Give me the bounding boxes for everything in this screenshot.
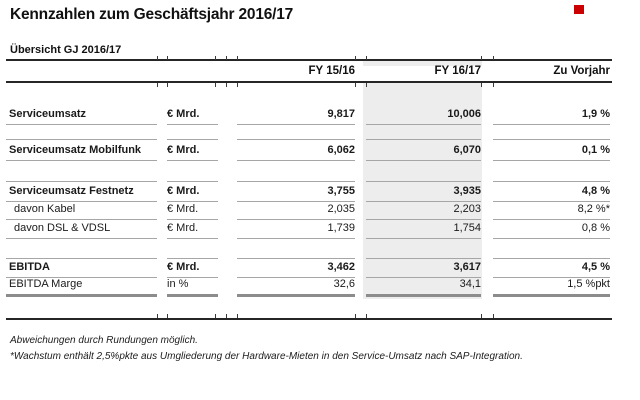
brand-accent-square: [574, 5, 584, 14]
row-label-cell: davon DSL & VDSL: [6, 220, 157, 239]
boundary-tick: [237, 314, 238, 318]
boundary-tick: [366, 314, 367, 318]
column-header-fy1516: FY 15/16: [308, 65, 355, 77]
highlight-column-top-strip: [363, 61, 482, 66]
row-fy1617-cell: 34,1: [366, 278, 481, 297]
footnotes: Abweichungen durch Rundungen möglich. *W…: [10, 333, 523, 365]
row-vs-vorjahr-cell: 4,5 %: [493, 258, 610, 278]
footnote-growth-note: *Wachstum enthält 2,5%pkte aus Umglieder…: [10, 351, 523, 362]
row-label-cell: EBITDA: [6, 258, 157, 278]
row-fy1617-cell: 1,754: [366, 220, 481, 239]
boundary-tick: [355, 55, 356, 60]
boundary-tick: [226, 55, 227, 60]
boundary-tick: [481, 82, 482, 87]
footnote-rounding: Abweichungen durch Rundungen möglich.: [10, 335, 198, 346]
row-fy1617-cell: 2,203: [366, 202, 481, 220]
section-label: Übersicht GJ 2016/17: [10, 44, 122, 56]
boundary-tick: [226, 314, 227, 318]
table-row: Serviceumsatz Mobilfunk € Mrd. 6,062 6,070 0…: [0, 139, 640, 161]
header-bottom-border: [6, 81, 612, 83]
boundary-tick: [493, 82, 494, 87]
boundary-tick: [366, 55, 367, 60]
row-unit-cell: € Mrd.: [167, 181, 218, 202]
row-fy1516-cell: 32,6: [237, 278, 355, 297]
table-row: davon Kabel € Mrd. 2,035 2,203 8,2 %*: [0, 202, 640, 220]
row-vs-vorjahr-cell: 8,2 %*: [493, 202, 610, 220]
boundary-tick: [493, 314, 494, 318]
boundary-tick: [481, 55, 482, 60]
boundary-tick: [226, 82, 227, 87]
boundary-tick: [215, 314, 216, 318]
row-label-cell: Serviceumsatz Mobilfunk: [6, 139, 157, 161]
boundary-tick: [167, 314, 168, 318]
page-title: Kennzahlen zum Geschäftsjahr 2016/17: [10, 6, 294, 23]
table-bottom-border: [6, 318, 612, 320]
boundary-tick: [355, 82, 356, 87]
row-vs-vorjahr-cell: 0,1 %: [493, 139, 610, 161]
row-unit-cell: € Mrd.: [167, 100, 218, 125]
row-fy1516-cell: 2,035: [237, 202, 355, 220]
boundary-tick: [167, 82, 168, 87]
row-unit-cell: € Mrd.: [167, 202, 218, 220]
row-label-cell: Serviceumsatz: [6, 100, 157, 125]
boundary-tick: [157, 314, 158, 318]
row-unit-cell: € Mrd.: [167, 139, 218, 161]
table-row: EBITDA € Mrd. 3,462 3,617 4,5 %: [0, 258, 640, 278]
row-unit-cell: € Mrd.: [167, 220, 218, 239]
row-fy1617-cell: 3,935: [366, 181, 481, 202]
table-row: davon DSL & VDSL € Mrd. 1,739 1,754 0,8 %: [0, 220, 640, 239]
row-vs-vorjahr-cell: 1,9 %: [493, 100, 610, 125]
boundary-tick: [237, 82, 238, 87]
row-label-cell: davon Kabel: [6, 202, 157, 220]
boundary-tick: [493, 55, 494, 60]
row-label-cell: Serviceumsatz Festnetz: [6, 181, 157, 202]
row-fy1516-cell: 6,062: [237, 139, 355, 161]
boundary-tick: [481, 314, 482, 318]
highlight-column-background: [363, 83, 482, 299]
boundary-tick: [237, 55, 238, 60]
row-fy1516-cell: 3,755: [237, 181, 355, 202]
row-unit-cell: € Mrd.: [167, 258, 218, 278]
boundary-tick: [157, 82, 158, 87]
row-fy1516-cell: 3,462: [237, 258, 355, 278]
row-vs-vorjahr-cell: 1,5 %pkt: [493, 278, 610, 297]
row-fy1617-cell: 10,006: [366, 100, 481, 125]
column-header-zu-vorjahr: Zu Vorjahr: [553, 65, 610, 77]
boundary-tick: [157, 55, 158, 60]
table-top-border: [6, 59, 612, 61]
boundary-tick: [366, 82, 367, 87]
table-row: EBITDA Marge in % 32,6 34,1 1,5 %pkt: [0, 278, 640, 297]
row-fy1617-cell: 6,070: [366, 139, 481, 161]
row-vs-vorjahr-cell: 4,8 %: [493, 181, 610, 202]
column-header-fy1617: FY 16/17: [434, 65, 481, 77]
row-fy1516-cell: 1,739: [237, 220, 355, 239]
row-fy1617-cell: 3,617: [366, 258, 481, 278]
boundary-tick: [215, 55, 216, 60]
boundary-tick: [215, 82, 216, 87]
boundary-tick: [355, 314, 356, 318]
table-row: Serviceumsatz Festnetz € Mrd. 3,755 3,935 4,…: [0, 181, 640, 202]
boundary-tick: [167, 55, 168, 60]
row-label-cell: EBITDA Marge: [6, 278, 157, 297]
row-vs-vorjahr-cell: 0,8 %: [493, 220, 610, 239]
row-fy1516-cell: 9,817: [237, 100, 355, 125]
table-row: Serviceumsatz € Mrd. 9,817 10,006 1,9 %: [0, 100, 640, 125]
row-unit-cell: in %: [167, 278, 218, 297]
